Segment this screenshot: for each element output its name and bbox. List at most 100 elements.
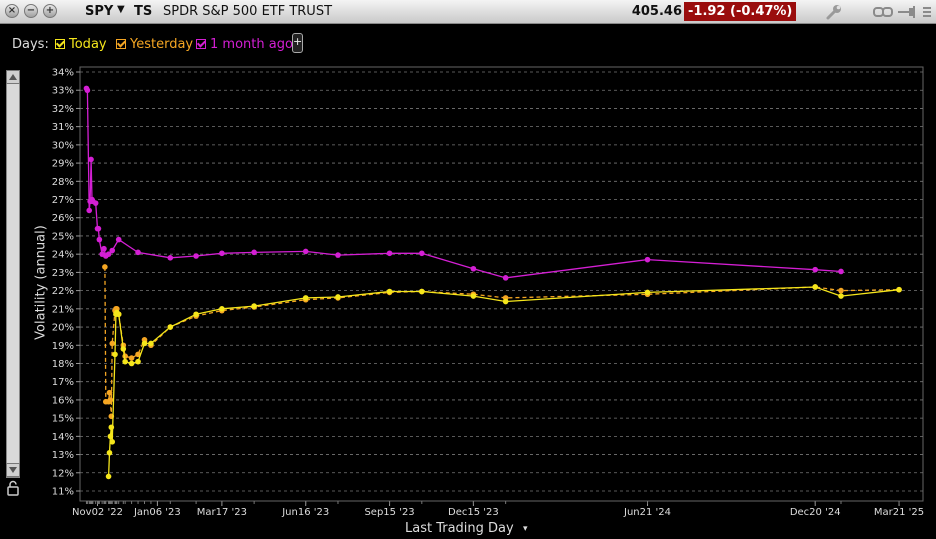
data-point[interactable]: [167, 255, 174, 261]
data-point[interactable]: [112, 351, 118, 358]
data-point[interactable]: [101, 245, 107, 252]
y-tick-label: 17%: [52, 377, 74, 388]
y-tick-label: 22%: [52, 286, 74, 297]
wrench-icon[interactable]: [825, 3, 843, 21]
y-tick-label: 28%: [52, 177, 74, 188]
data-point[interactable]: [219, 250, 225, 257]
data-point[interactable]: [107, 433, 114, 440]
data-point[interactable]: [105, 473, 112, 480]
series-today: [105, 284, 902, 480]
data-point[interactable]: [335, 294, 341, 300]
data-point[interactable]: [115, 311, 122, 318]
company-name: SPDR S&P 500 ETF TRUST: [163, 4, 333, 19]
scroll-up-button[interactable]: [6, 70, 20, 84]
series-line: [104, 266, 900, 417]
data-point[interactable]: [88, 156, 94, 163]
data-point[interactable]: [502, 298, 509, 305]
data-point[interactable]: [193, 311, 199, 318]
data-point[interactable]: [148, 340, 154, 347]
data-point[interactable]: [251, 303, 257, 309]
symbol-dropdown-caret-icon[interactable]: ▼: [117, 4, 125, 15]
data-point[interactable]: [419, 288, 425, 295]
x-tick-label: Jan06 '23: [133, 507, 181, 518]
scroll-down-button[interactable]: [6, 463, 20, 477]
data-point[interactable]: [96, 236, 103, 243]
data-point[interactable]: [470, 265, 477, 272]
arrow-up-icon: [9, 74, 17, 80]
y-tick-label: 32%: [52, 104, 74, 115]
data-point[interactable]: [251, 249, 257, 256]
data-point[interactable]: [102, 264, 108, 270]
data-point[interactable]: [470, 293, 477, 299]
data-point[interactable]: [135, 249, 141, 256]
data-point[interactable]: [86, 207, 93, 214]
data-point[interactable]: [812, 266, 819, 273]
data-point[interactable]: [115, 236, 122, 243]
y-tick-label: 18%: [52, 359, 74, 370]
data-point[interactable]: [120, 346, 127, 352]
x-axis-dropdown-caret-icon[interactable]: ▾: [523, 524, 528, 534]
legend-item-today[interactable]: Today: [55, 37, 107, 52]
checkbox-icon[interactable]: [116, 39, 126, 49]
data-point[interactable]: [302, 248, 309, 255]
grid: [80, 71, 923, 492]
x-tick-label: Dec15 '23: [448, 507, 499, 518]
series-yesterday: [102, 264, 902, 420]
data-point[interactable]: [838, 268, 844, 275]
x-axis-label[interactable]: Last Trading Day: [405, 521, 514, 536]
days-label: Days:: [12, 37, 49, 52]
maximize-window-icon[interactable]: +: [43, 4, 57, 18]
data-point[interactable]: [141, 340, 148, 347]
data-point[interactable]: [108, 424, 115, 431]
data-point[interactable]: [128, 355, 135, 361]
close-window-icon[interactable]: ×: [5, 4, 19, 18]
symbol-field[interactable]: SPY: [85, 4, 114, 19]
legend-item-1-month-ago[interactable]: 1 month ago: [196, 37, 293, 52]
data-point[interactable]: [122, 358, 128, 365]
data-point[interactable]: [502, 275, 509, 281]
data-point[interactable]: [109, 439, 116, 445]
data-point[interactable]: [107, 397, 114, 403]
last-price: 405.46: [631, 4, 682, 19]
data-point[interactable]: [128, 360, 135, 367]
add-day-button[interactable]: +: [292, 33, 303, 53]
data-point[interactable]: [106, 449, 113, 456]
data-point[interactable]: [167, 324, 174, 330]
y-tick-label: 14%: [52, 432, 74, 443]
data-point[interactable]: [95, 225, 102, 232]
data-point[interactable]: [386, 250, 393, 257]
data-point[interactable]: [84, 87, 91, 94]
y-tick-label: 23%: [52, 268, 74, 279]
x-tick-label: Nov02 '22: [72, 507, 123, 518]
pin-icon[interactable]: [897, 5, 919, 19]
y-tick-label: 20%: [52, 323, 74, 334]
legend-item-yesterday[interactable]: Yesterday: [116, 37, 193, 52]
data-point[interactable]: [219, 306, 225, 312]
data-point[interactable]: [644, 289, 651, 296]
data-point[interactable]: [838, 287, 844, 294]
minimize-window-icon[interactable]: −: [24, 4, 38, 18]
arrow-down-icon: [9, 467, 17, 473]
data-point[interactable]: [335, 252, 341, 258]
data-point[interactable]: [419, 250, 425, 257]
data-point[interactable]: [302, 295, 309, 301]
data-point[interactable]: [193, 253, 199, 259]
data-point[interactable]: [109, 340, 116, 347]
series-layer: [83, 85, 902, 480]
checkbox-icon[interactable]: [196, 39, 206, 49]
data-point[interactable]: [105, 251, 112, 257]
data-point[interactable]: [812, 284, 819, 290]
data-point[interactable]: [106, 389, 113, 396]
menu-icon[interactable]: [921, 4, 933, 20]
lock-icon[interactable]: [6, 480, 20, 496]
data-point[interactable]: [896, 286, 902, 293]
checkbox-icon[interactable]: [55, 39, 65, 49]
data-point[interactable]: [838, 293, 844, 299]
data-point[interactable]: [386, 288, 393, 295]
data-point[interactable]: [644, 256, 651, 263]
data-point[interactable]: [135, 358, 141, 365]
data-point[interactable]: [92, 200, 99, 206]
link-icon[interactable]: [873, 5, 895, 19]
data-point[interactable]: [109, 247, 116, 254]
